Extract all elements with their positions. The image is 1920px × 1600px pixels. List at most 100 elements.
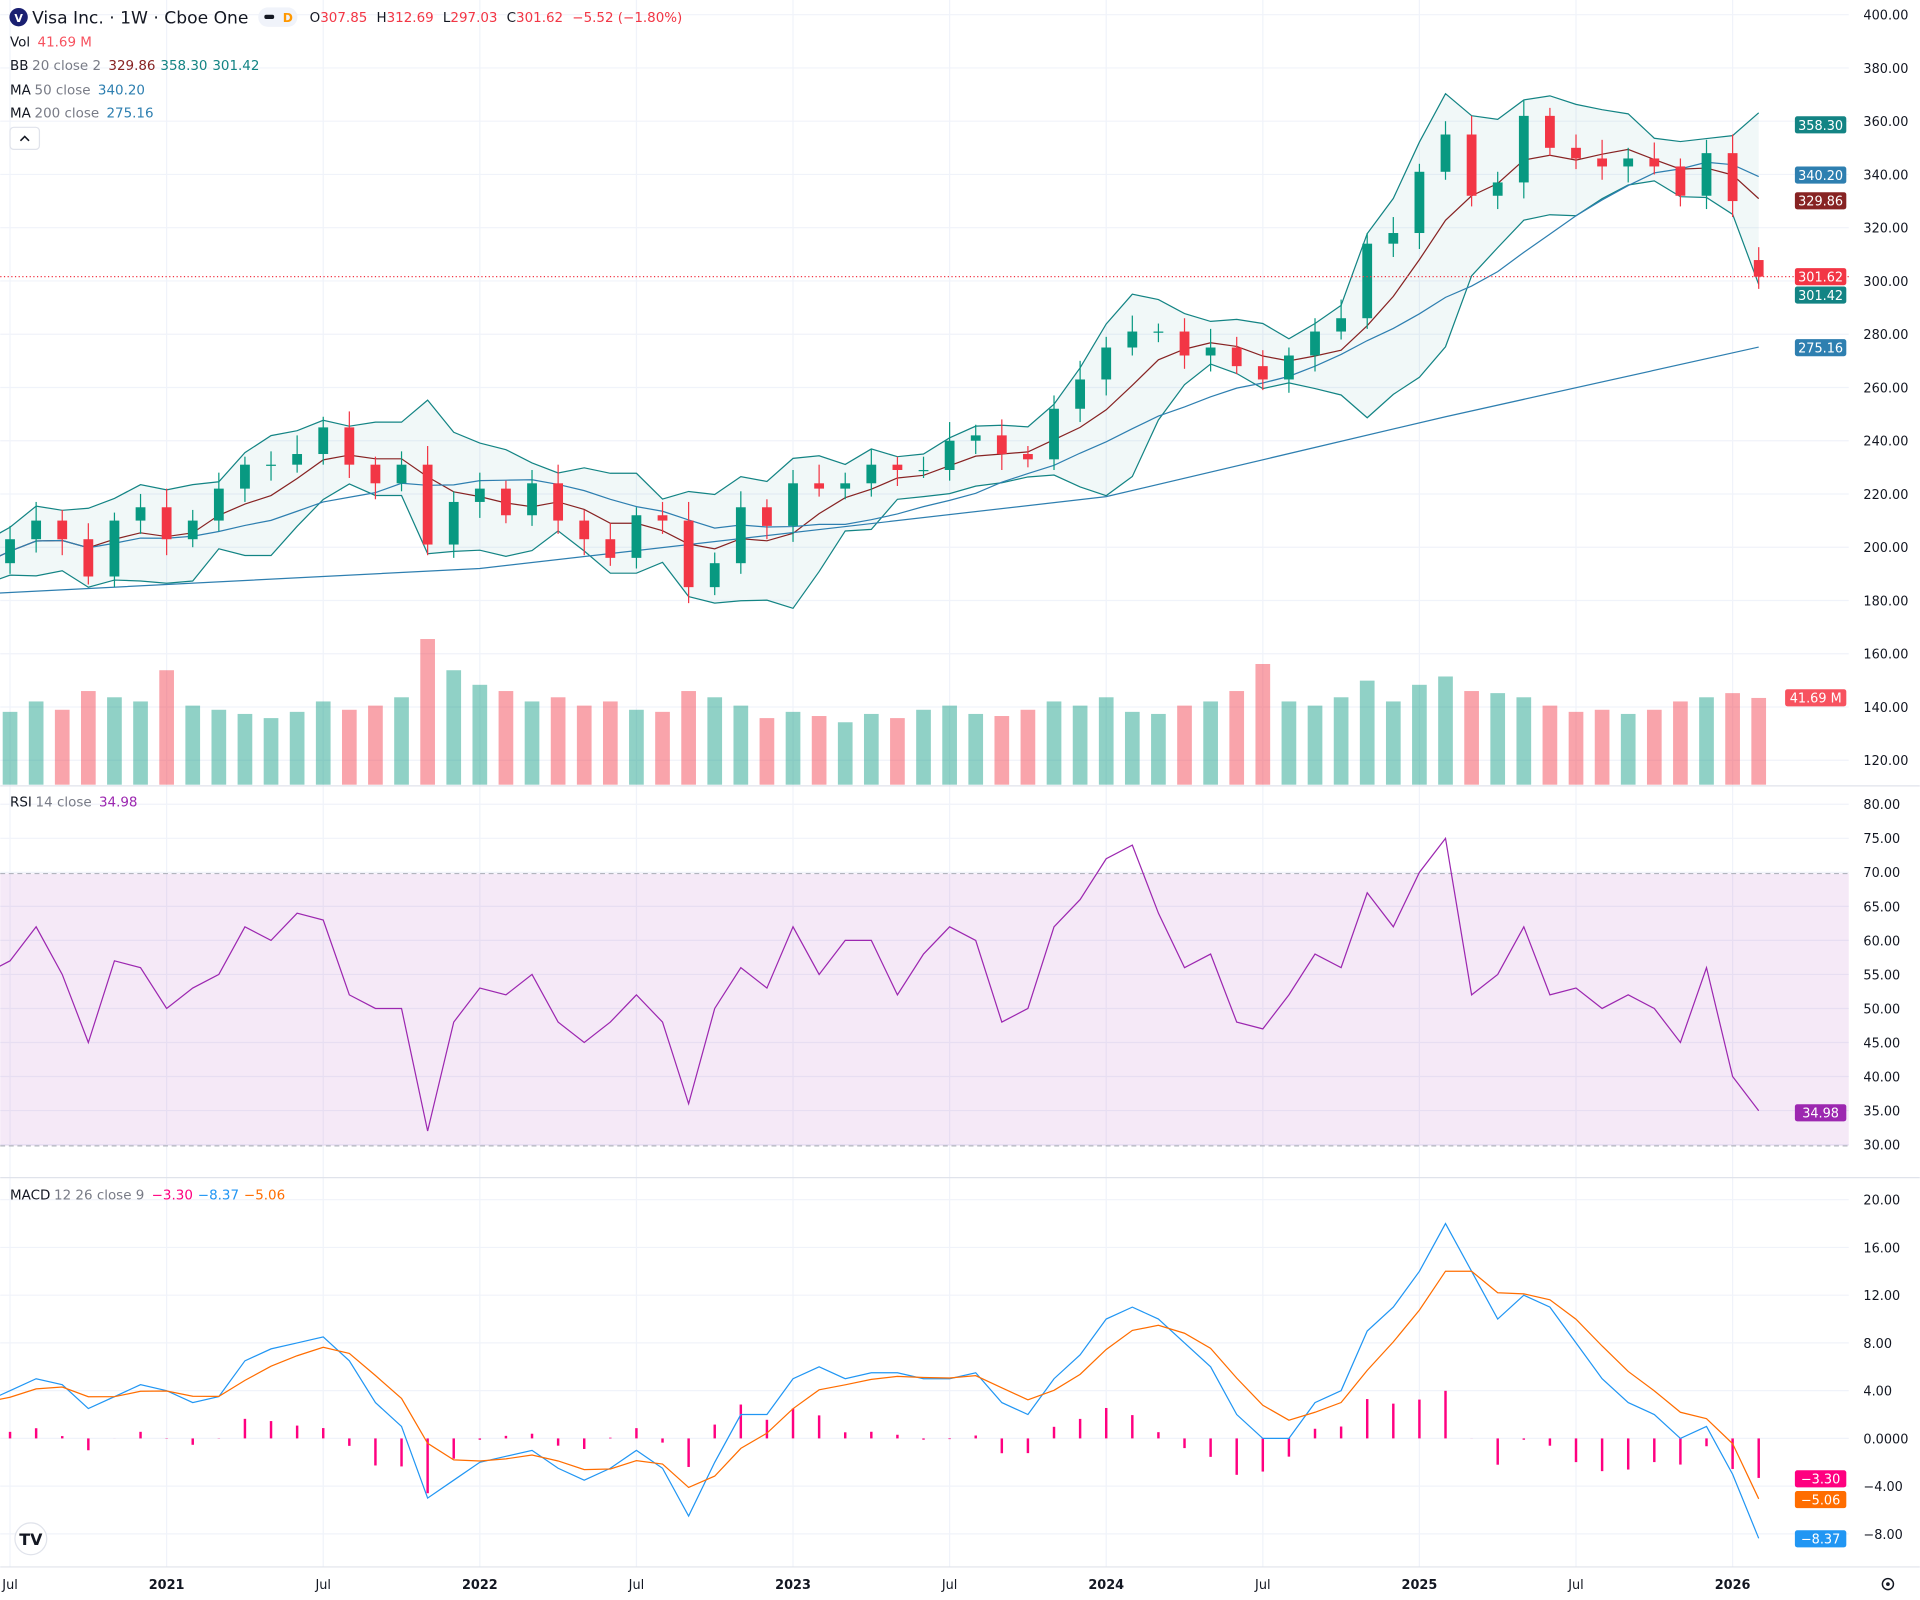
bollinger-band-fill <box>0 93 1759 609</box>
macd-histogram-bar <box>687 1438 690 1467</box>
candle-body <box>840 483 851 489</box>
time-axis-label: Jul <box>314 1578 330 1593</box>
macd-histogram-bar <box>34 1428 38 1439</box>
candle-body <box>1362 243 1373 319</box>
macd-legend[interactable]: MACD 12 26 close 9 −3.30 −8.37 −5.06 <box>10 1189 285 1204</box>
macd-histogram-bar <box>974 1435 977 1439</box>
macd-histogram-bar <box>1679 1438 1682 1465</box>
macd-axis-label: 12.00 <box>1863 1289 1900 1304</box>
candle-body <box>1753 260 1764 277</box>
candle-body <box>631 515 642 558</box>
candle-body <box>1414 171 1425 234</box>
candle-body <box>1675 166 1686 196</box>
macd-histogram-bar <box>1261 1438 1265 1472</box>
rsi-axis-label: 60.00 <box>1863 934 1900 949</box>
macd-histogram-bar <box>1496 1438 1499 1465</box>
macd-histogram-bar <box>843 1432 847 1439</box>
macd-histogram-bar <box>765 1419 769 1439</box>
symbol-legend: V Visa Inc. · 1W · Cboe One D O307.85 H3… <box>9 7 682 1204</box>
macd-histogram-bar <box>374 1438 377 1466</box>
volume-bar <box>1673 701 1688 785</box>
collapse-legend-button[interactable] <box>9 126 41 150</box>
volume-bar <box>1255 663 1271 785</box>
macd-histogram-bar <box>1653 1438 1656 1463</box>
candle-body <box>944 440 955 470</box>
price-axis-label: 180.00 <box>1863 594 1908 609</box>
symbol-title[interactable]: Visa Inc. · 1W · Cboe One <box>32 8 248 28</box>
volume-bar <box>315 701 331 785</box>
candle-body <box>553 483 564 521</box>
candle-body <box>527 483 537 516</box>
candle-body <box>1388 233 1399 244</box>
candle-body <box>579 520 590 540</box>
macd-histogram-bar <box>1104 1407 1108 1439</box>
macd-histogram-bar <box>1339 1426 1343 1439</box>
candle-body <box>709 563 720 588</box>
candle-body <box>866 464 877 484</box>
macd-histogram-bar <box>1731 1438 1734 1469</box>
volume-bar <box>681 691 696 785</box>
macd-histogram-tag-bg <box>1794 1470 1847 1488</box>
macd-histogram-bar <box>61 1436 64 1439</box>
rsi-legend[interactable]: RSI 14 close 34.98 <box>10 796 137 811</box>
volume-bars <box>2 639 1767 785</box>
price-axis-label: 300.00 <box>1863 275 1908 290</box>
axes[interactable]: 400.00 380.00 360.00 340.00 320.00 300.00 280.… <box>1 9 1908 1593</box>
volume-bar <box>863 713 879 785</box>
candle-body <box>396 464 407 484</box>
time-axis-label: Jul <box>1567 1578 1584 1593</box>
candle-body <box>1597 158 1608 167</box>
candle-body <box>1518 115 1529 183</box>
macd-histogram-bar <box>87 1438 90 1451</box>
candle-body <box>1284 355 1294 380</box>
ma200-legend[interactable]: MA 200 close 275.16 <box>10 107 154 122</box>
volume-bar <box>733 705 749 785</box>
candle-body <box>1127 331 1138 348</box>
volume-tag: 41.69 M <box>1790 692 1842 707</box>
macd-pane <box>0 1222 1760 1539</box>
volume-bar <box>498 691 514 785</box>
macd-histogram-bar <box>1600 1438 1604 1472</box>
candle-body <box>605 539 616 558</box>
time-axis-label: 2022 <box>462 1578 498 1593</box>
macd-histogram-bar <box>1131 1415 1134 1439</box>
ma200-tag-bg <box>1794 339 1847 357</box>
time-axis-label: 2023 <box>775 1578 811 1593</box>
volume-bar <box>785 711 801 785</box>
volume-bar <box>1516 697 1532 785</box>
market-status-pill[interactable] <box>258 7 298 27</box>
volume-legend[interactable]: Vol 41.69 M <box>10 36 92 51</box>
volume-bar <box>942 705 957 785</box>
candle-body <box>213 488 224 521</box>
volume-bar <box>811 716 827 785</box>
rsi-axis-label: 30.00 <box>1863 1139 1900 1154</box>
candle-body <box>1492 182 1503 196</box>
macd-value-tag-bg <box>1794 1530 1847 1548</box>
candle-body <box>1179 331 1190 356</box>
volume-bar <box>1333 697 1349 785</box>
macd-histogram-bar <box>948 1438 951 1440</box>
rsi-axis-label: 80.00 <box>1863 798 1900 813</box>
volume-bar <box>237 713 253 785</box>
macd-signal-tag: −5.06 <box>1801 1494 1840 1509</box>
settings-gear-icon[interactable] <box>1881 1577 1895 1591</box>
time-axis-label: Jul <box>941 1578 958 1593</box>
candles[interactable] <box>0 99 1764 604</box>
macd-histogram-bar <box>1626 1438 1630 1470</box>
volume-bar <box>629 709 644 785</box>
tradingview-logo[interactable]: TV <box>14 1522 48 1556</box>
volume-tag-bg <box>1785 689 1847 707</box>
time-axis-label: Jul <box>1 1578 18 1593</box>
macd-axis-label: 20.00 <box>1863 1194 1900 1209</box>
price-axis-label: 220.00 <box>1863 488 1908 503</box>
bb-legend[interactable]: BB 20 close 2 329.86 358.30 301.42 <box>10 59 259 74</box>
price-axis-label: 320.00 <box>1863 222 1908 237</box>
candle-body <box>448 501 459 545</box>
ma50-legend[interactable]: MA 50 close 340.20 <box>10 83 145 98</box>
ma200-line <box>0 346 1759 594</box>
macd-axis-label: 16.00 <box>1863 1241 1900 1256</box>
grid-lines <box>0 0 1849 1567</box>
macd-histogram-bar <box>452 1438 455 1459</box>
macd-histogram-bar <box>1365 1399 1369 1439</box>
